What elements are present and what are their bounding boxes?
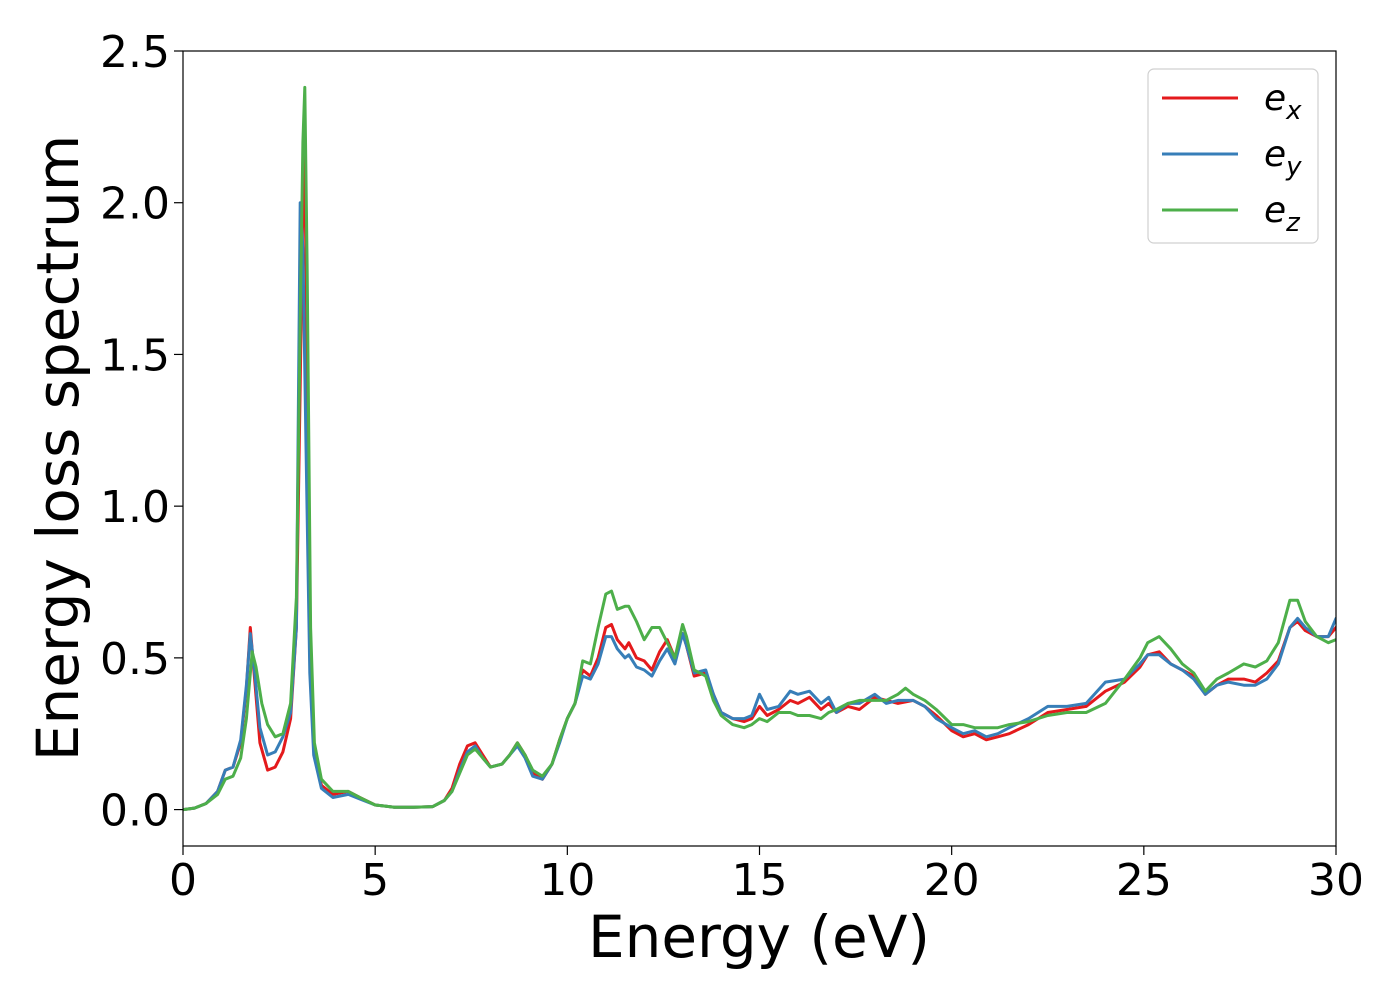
legend-label-e-x: ex (1264, 78, 1302, 126)
y-tick-label: 2.5 (100, 27, 170, 78)
x-tick-label: 15 (732, 855, 788, 906)
x-tick-label: 25 (1116, 855, 1172, 906)
y-tick-label: 2.0 (100, 179, 170, 230)
y-tick-label: 0.5 (100, 634, 170, 685)
y-tick-label: 1.0 (100, 482, 170, 533)
x-tick-label: 10 (539, 855, 595, 906)
axes-layer: 0 5 10 15 20 25 30 0.0 0.5 1.0 1.5 2.0 2.5 (100, 27, 1364, 906)
y-axis-label: Energy loss spectrum (24, 135, 92, 761)
y-tick-label: 0.0 (100, 786, 170, 837)
x-tick-label: 5 (361, 855, 389, 906)
series-layer (183, 85, 1336, 812)
x-tick-label: 20 (924, 855, 980, 906)
series-line-e-z (183, 85, 1336, 812)
series-line-e-y (183, 201, 1336, 812)
series-group (183, 85, 1336, 812)
x-tick-label: 30 (1308, 855, 1364, 906)
x-tick-label: 0 (169, 855, 197, 906)
legend-box (1147, 68, 1319, 244)
x-axis-label: Energy (eV) (588, 903, 930, 971)
y-tick-label: 1.5 (100, 330, 170, 381)
